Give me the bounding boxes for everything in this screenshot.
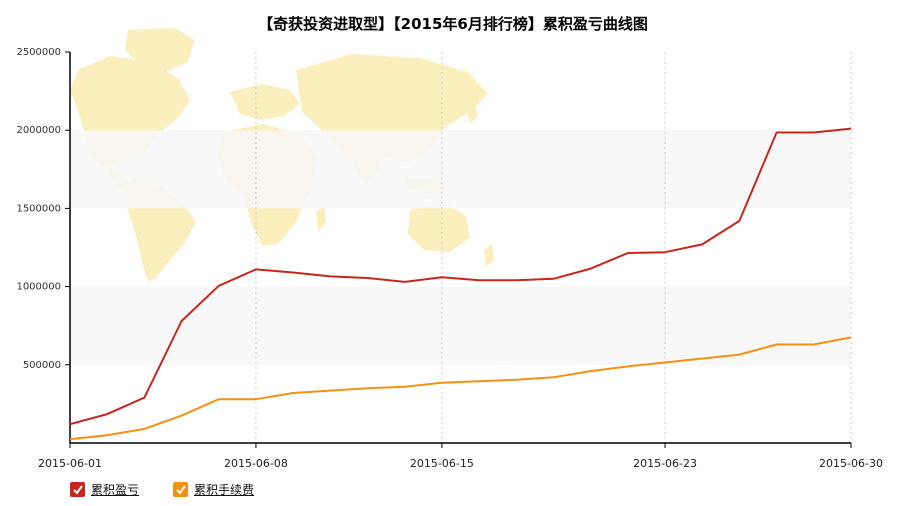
- legend-label-pnl[interactable]: 累积盈亏: [91, 483, 140, 497]
- legend-item-pnl[interactable]: 累积盈亏: [70, 481, 139, 498]
- axes: 2015-06-01 2015-06-08 2015-06-15 2015-06-23…: [16, 47, 883, 470]
- legend-label-fees[interactable]: 累积手续费: [194, 483, 255, 497]
- checkbox-checked-icon[interactable]: [70, 482, 85, 497]
- x-tick-label: 2015-06-23: [633, 457, 697, 470]
- y-tick-label: 1500000: [16, 203, 61, 214]
- x-tick-label: 2015-06-30: [819, 457, 883, 470]
- plot-band: [70, 286, 851, 365]
- x-tick-label: 2015-06-08: [224, 457, 288, 470]
- legend: 累积盈亏 累积手续费: [70, 481, 254, 498]
- plot-bands: [70, 130, 851, 365]
- gridlines: [255, 52, 852, 443]
- plot-band: [70, 130, 851, 209]
- series-lines: [69, 127, 852, 441]
- checkbox-checked-icon[interactable]: [173, 482, 189, 497]
- legend-item-fees[interactable]: 累积手续费: [173, 481, 254, 498]
- x-tick-label: 2015-06-01: [38, 457, 102, 470]
- series-line: [69, 127, 852, 426]
- series-line: [69, 336, 852, 441]
- y-tick-label: 1000000: [16, 282, 61, 293]
- y-tick-label: 500000: [23, 360, 61, 371]
- y-tick-label: 2000000: [16, 125, 61, 136]
- y-tick-label: 2500000: [16, 47, 61, 58]
- x-tick-label: 2015-06-15: [410, 457, 474, 470]
- chart-title: 【奇获投资进取型】【2015年6月排行榜】累积盈亏曲线图: [258, 15, 648, 33]
